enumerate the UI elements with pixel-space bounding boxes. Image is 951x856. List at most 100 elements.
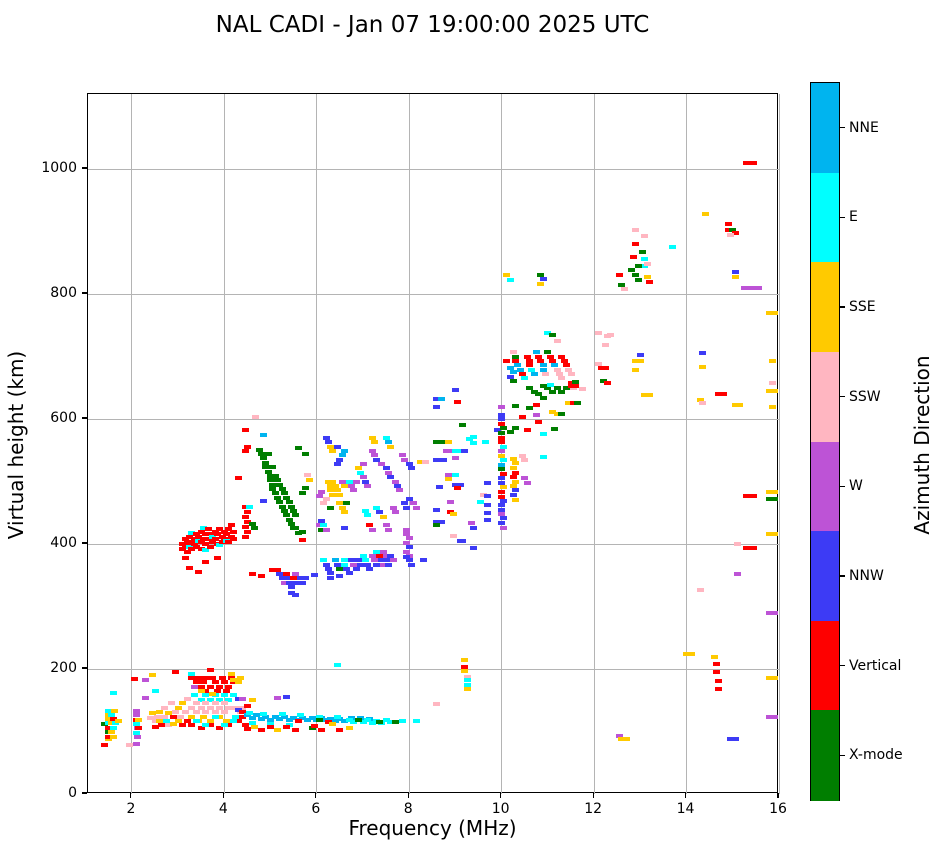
data-point: [512, 479, 520, 484]
data-point: [334, 488, 342, 493]
data-point: [770, 676, 778, 681]
data-point: [179, 542, 187, 546]
data-point: [223, 688, 231, 693]
data-point: [188, 705, 196, 710]
data-point: [359, 462, 367, 466]
colorbar-tick-label: NNW: [849, 567, 884, 584]
data-point: [248, 522, 256, 526]
x-tick-label: 2: [126, 801, 136, 817]
data-point: [498, 480, 506, 485]
y-axis-label: Virtual height (km): [4, 350, 28, 540]
data-point: [206, 684, 214, 689]
data-point: [304, 473, 312, 478]
data-point: [403, 540, 411, 545]
data-point: [216, 714, 224, 719]
data-point: [616, 273, 624, 278]
data-point: [364, 483, 372, 488]
data-point: [218, 539, 226, 544]
data-point: [555, 372, 563, 376]
data-point: [262, 714, 270, 719]
data-point: [135, 717, 143, 722]
data-point: [202, 723, 210, 728]
data-point: [546, 383, 554, 388]
data-point: [535, 354, 543, 359]
data-point: [451, 388, 459, 393]
data-point: [172, 670, 180, 675]
data-point: [290, 576, 298, 581]
data-point: [165, 723, 173, 728]
data-point: [368, 448, 376, 453]
colorbar-tick-label: NNE: [849, 119, 879, 136]
data-point: [345, 479, 353, 484]
data-point: [308, 716, 316, 721]
y-axis-tick: [82, 292, 87, 294]
data-point: [602, 343, 610, 348]
data-point: [327, 444, 335, 449]
data-point: [713, 669, 721, 674]
data-point: [484, 503, 492, 508]
data-point: [274, 495, 281, 500]
data-point: [371, 440, 379, 445]
data-point: [287, 504, 295, 509]
gridline-horizontal: [88, 668, 779, 670]
data-point: [248, 715, 256, 720]
data-point: [234, 697, 242, 701]
data-point: [345, 717, 353, 722]
data-point: [498, 453, 506, 458]
data-point: [525, 358, 533, 363]
data-point: [733, 572, 741, 576]
colorbar-tick-label: E: [849, 209, 858, 226]
data-point: [181, 544, 189, 549]
data-point: [211, 537, 219, 541]
x-tick-label: 10: [491, 801, 510, 817]
data-point: [368, 720, 376, 725]
data-point: [403, 532, 411, 536]
data-point: [230, 529, 238, 534]
data-point: [498, 467, 506, 471]
data-point: [417, 459, 425, 464]
data-point: [412, 718, 420, 723]
y-tick-label: 1000: [41, 160, 77, 176]
data-point: [387, 444, 395, 449]
data-point: [299, 715, 307, 720]
data-point: [620, 287, 628, 291]
data-point: [470, 545, 478, 550]
data-point: [343, 567, 351, 571]
data-point: [373, 457, 381, 462]
data-point: [257, 573, 265, 578]
data-point: [181, 555, 189, 560]
data-point: [216, 527, 224, 531]
data-point: [627, 268, 635, 273]
data-point: [315, 714, 323, 719]
gridline-vertical: [316, 94, 318, 794]
data-point: [498, 405, 506, 410]
gridline-vertical: [686, 94, 688, 794]
data-point: [243, 727, 251, 731]
x-tick-label: 12: [584, 801, 603, 817]
data-point: [498, 435, 506, 440]
data-point: [458, 538, 466, 543]
data-point: [521, 376, 529, 381]
data-point: [535, 420, 543, 425]
data-point: [354, 558, 362, 563]
data-point: [276, 500, 284, 505]
data-point: [248, 698, 256, 703]
data-point: [100, 722, 108, 726]
data-point: [646, 393, 654, 398]
data-point: [551, 363, 559, 368]
data-point: [315, 523, 323, 528]
data-point: [283, 725, 291, 730]
data-point: [179, 723, 187, 728]
data-point: [234, 718, 242, 723]
data-point: [498, 507, 506, 512]
data-point: [509, 350, 517, 355]
colorbar-tick: [840, 396, 845, 398]
data-point: [301, 576, 309, 581]
data-point: [604, 380, 612, 385]
data-point: [618, 283, 626, 288]
data-point: [320, 501, 328, 506]
data-point: [364, 718, 372, 723]
data-point: [255, 447, 263, 452]
data-point: [216, 705, 224, 710]
data-point: [172, 710, 180, 715]
